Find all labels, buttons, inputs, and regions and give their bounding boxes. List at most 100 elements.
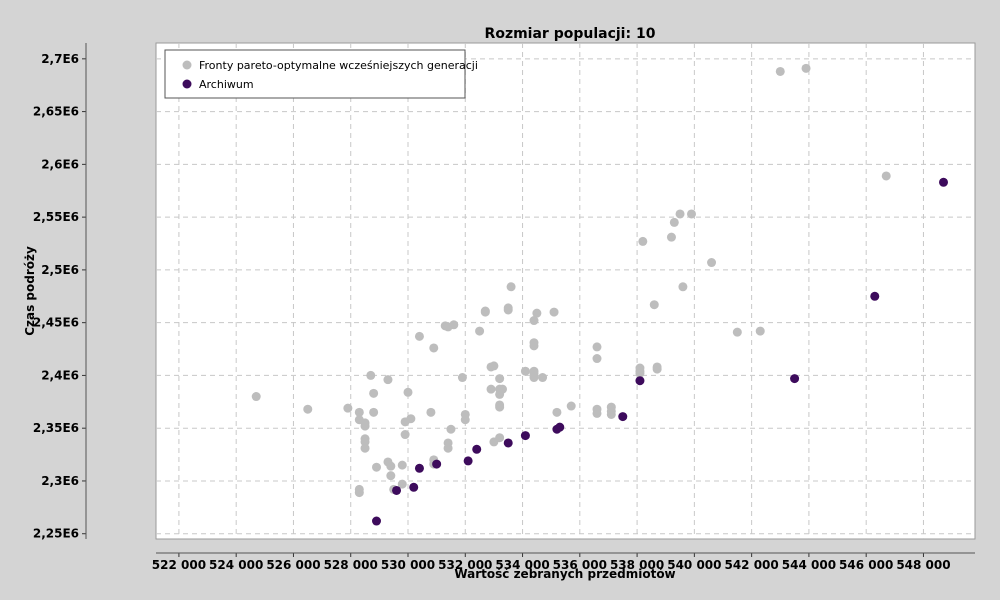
- x-tick-label: 538 000: [610, 558, 664, 572]
- series-2: [372, 177, 948, 526]
- data-point: [397, 479, 407, 489]
- data-point: [775, 66, 785, 76]
- data-point: [480, 307, 490, 317]
- data-point: [489, 361, 499, 371]
- data-point: [372, 462, 381, 472]
- x-tick-label: 546 000: [839, 558, 893, 572]
- chart-title: Rozmiar populacji: 10: [485, 26, 656, 42]
- x-axis-title: Wartość zebranych przedmiotów: [454, 567, 675, 581]
- legend-box: [164, 49, 466, 99]
- x-tick-label: 528 000: [324, 558, 378, 572]
- data-point: [635, 368, 645, 378]
- data-point: [801, 63, 811, 73]
- data-point: [446, 424, 456, 434]
- data-point: [732, 327, 742, 337]
- data-point: [638, 236, 648, 246]
- data-point: [472, 444, 482, 454]
- data-point: [414, 331, 424, 341]
- y-axis-title: Czas podróży: [23, 246, 37, 336]
- y-tick-label: 2,25E6: [33, 527, 79, 541]
- data-point: [372, 516, 381, 526]
- data-point: [397, 460, 407, 470]
- x-tick-label: 532 000: [438, 558, 492, 572]
- data-point: [463, 456, 473, 466]
- x-tick-label: 524 000: [209, 558, 263, 572]
- data-point: [592, 342, 602, 352]
- y-tick-label: 2,65E6: [33, 105, 79, 119]
- data-point: [870, 291, 880, 301]
- legend-label: Archiwum: [199, 78, 254, 91]
- data-point: [360, 443, 370, 453]
- data-point: [566, 401, 576, 411]
- data-point: [449, 320, 459, 330]
- data-point: [669, 217, 679, 227]
- data-point: [755, 326, 765, 336]
- data-point: [486, 384, 496, 394]
- data-point: [666, 232, 676, 242]
- data-point: [606, 409, 616, 419]
- data-point: [506, 282, 516, 292]
- x-tick-label: 534 000: [495, 558, 549, 572]
- data-point: [649, 300, 659, 310]
- data-point: [409, 482, 419, 492]
- data-point: [529, 341, 539, 351]
- data-point: [503, 303, 513, 313]
- data-point: [414, 463, 424, 473]
- data-point: [360, 437, 370, 447]
- y-tick-label: 2,55E6: [33, 210, 79, 224]
- data-point: [503, 438, 513, 448]
- data-point: [400, 430, 410, 440]
- x-tick-label: 536 000: [553, 558, 607, 572]
- data-point: [592, 354, 602, 364]
- data-point: [303, 404, 313, 414]
- data-point: [549, 307, 559, 317]
- data-point: [386, 471, 396, 481]
- data-point: [366, 370, 376, 380]
- data-point: [495, 433, 505, 443]
- data-point: [652, 364, 662, 374]
- series-1: [251, 63, 891, 498]
- data-point: [678, 282, 688, 292]
- data-point: [939, 177, 948, 187]
- legend-label: Fronty pareto-optymalne wcześniejszych g…: [199, 59, 478, 72]
- data-point: [426, 407, 436, 417]
- data-point: [555, 422, 565, 432]
- data-point: [343, 403, 353, 413]
- x-tick-label: 530 000: [381, 558, 435, 572]
- data-point: [429, 343, 439, 353]
- data-point: [635, 376, 645, 386]
- data-point: [529, 373, 539, 383]
- data-point: [790, 374, 800, 384]
- data-point: [386, 461, 396, 471]
- legend-marker: [182, 79, 192, 89]
- data-point: [460, 415, 470, 425]
- y-tick-label: 2,7E6: [41, 52, 79, 66]
- data-point: [251, 392, 261, 402]
- x-tick-label: 542 000: [724, 558, 778, 572]
- data-point: [354, 407, 364, 417]
- x-tick-label: 548 000: [896, 558, 950, 572]
- data-point: [707, 258, 717, 268]
- data-point: [495, 389, 505, 399]
- y-tick-label: 2,5E6: [41, 263, 79, 277]
- data-point: [403, 387, 413, 397]
- plot-area: [155, 42, 976, 540]
- y-tick-label: 2,35E6: [33, 421, 79, 435]
- data-point: [618, 412, 628, 422]
- data-point: [457, 373, 467, 383]
- data-point: [532, 308, 542, 318]
- x-tick-label: 526 000: [266, 558, 320, 572]
- data-point: [529, 316, 539, 326]
- data-point: [392, 485, 402, 495]
- y-tick-label: 2,45E6: [33, 316, 79, 330]
- legend-marker: [182, 60, 192, 70]
- x-tick-label: 540 000: [667, 558, 721, 572]
- data-point: [495, 374, 505, 384]
- data-point: [520, 366, 530, 376]
- data-point: [475, 326, 485, 336]
- data-point: [360, 421, 370, 431]
- y-tick-label: 2,3E6: [41, 474, 79, 488]
- data-point: [552, 407, 562, 417]
- data-point: [432, 459, 442, 469]
